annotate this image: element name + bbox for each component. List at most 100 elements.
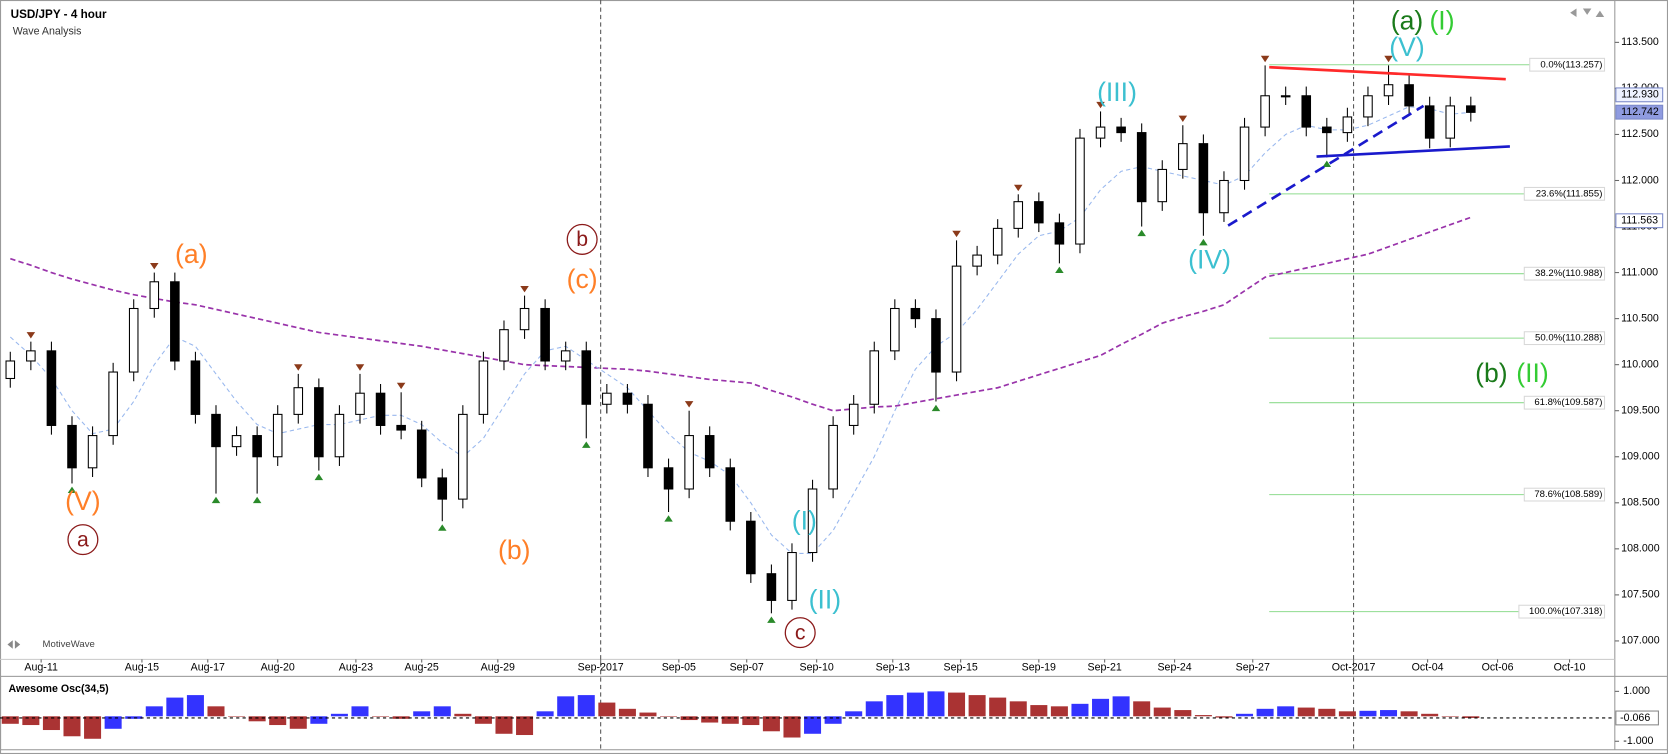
y-tick-label: 108.000	[1621, 543, 1660, 555]
osc-bar	[1071, 703, 1089, 717]
candle-body	[848, 403, 859, 426]
osc-bar	[433, 706, 451, 717]
fib-label: 78.6%(108.589)	[1534, 489, 1602, 500]
candle-body	[1219, 179, 1229, 214]
osc-bar	[228, 716, 246, 717]
osc-bar	[1133, 701, 1151, 717]
swing-high-marker	[1384, 55, 1393, 63]
candle-body	[663, 467, 674, 490]
osc-bar	[680, 716, 698, 721]
y-tick-label: 111.000	[1621, 266, 1658, 278]
osc-bar	[557, 696, 575, 717]
candle-body	[1280, 95, 1291, 98]
candle-body	[355, 392, 365, 415]
candle-body	[807, 488, 818, 554]
osc-bar	[413, 711, 431, 717]
y-tick-label: 110.500	[1621, 312, 1659, 324]
candle-body	[540, 307, 550, 362]
candle-body	[1301, 95, 1312, 128]
osc-bar	[63, 716, 81, 737]
osc-bar	[618, 708, 636, 717]
swing-low-marker	[931, 404, 941, 412]
fib-label-box	[1523, 331, 1606, 346]
swing-high-marker	[1014, 184, 1023, 192]
osc-bar	[742, 716, 760, 726]
osc-bar	[824, 716, 842, 724]
candle-body	[951, 265, 962, 373]
osc-current-label: -0.066	[1620, 712, 1650, 724]
osc-bar	[701, 716, 719, 723]
osc-bar	[948, 692, 966, 717]
candle-body	[1034, 201, 1044, 224]
price-tag-label: 112.930	[1621, 89, 1659, 101]
fib-label: 100.0%(107.318)	[1529, 606, 1602, 617]
osc-bar	[1297, 707, 1315, 717]
toolbar[interactable]	[1570, 8, 1605, 18]
osc-y-tick-label: -1.000	[1623, 735, 1653, 747]
wave-label: (a)	[175, 239, 207, 269]
candle-body	[499, 329, 509, 362]
osc-bar	[598, 702, 616, 717]
osc-bar	[186, 695, 204, 717]
candle-body	[1198, 143, 1209, 214]
y-tick-label: 108.500	[1621, 497, 1660, 509]
wave-label: c	[795, 620, 806, 644]
candle-body	[684, 435, 694, 490]
main-layer	[1, 65, 1480, 739]
osc-bar	[721, 716, 739, 724]
osc-bar	[762, 716, 780, 732]
osc-bar	[968, 695, 986, 717]
candle-body	[643, 403, 653, 469]
osc-bar	[516, 716, 534, 736]
candle-body	[519, 307, 530, 331]
osc-bar	[104, 716, 122, 729]
wave-label: (II)	[809, 585, 841, 615]
osc-bar	[207, 706, 225, 717]
osc-bar	[927, 691, 945, 717]
x-tick-label: Sep-21	[1088, 662, 1122, 674]
x-tick-label: Aug-20	[261, 662, 295, 674]
price-tag-label: 111.563	[1621, 215, 1658, 227]
osc-y-tick-label: 1.000	[1623, 685, 1650, 697]
osc-bar	[536, 711, 554, 717]
osc-bar	[269, 716, 287, 726]
candle-body	[602, 392, 612, 405]
osc-bar	[454, 713, 472, 717]
osc-bar	[865, 701, 883, 717]
osc-bar	[1236, 713, 1254, 717]
osc-bar	[166, 697, 184, 717]
x-tick-label: Aug-17	[191, 662, 225, 674]
y-tick-label: 112.500	[1621, 128, 1659, 140]
x-tick-label: Sep-05	[662, 662, 696, 674]
wave-circle	[784, 617, 816, 649]
swing-high-marker	[684, 401, 694, 408]
swing-low-marker	[664, 515, 673, 522]
candle-body	[931, 318, 941, 373]
osc-bar	[989, 697, 1007, 717]
fib-label: 50.0%(110.288)	[1535, 333, 1602, 344]
osc-bar	[1194, 715, 1212, 717]
osc-title: Awesome Osc(34,5)	[9, 683, 110, 695]
swing-low-marker	[582, 441, 591, 448]
candle-body	[1383, 84, 1394, 97]
osc-bar	[1441, 716, 1459, 717]
price-tag	[1615, 87, 1664, 103]
fib-label-box	[1523, 487, 1606, 502]
x-tick-label: Sep-13	[876, 662, 910, 674]
price-tag	[1615, 104, 1664, 120]
osc-bar	[1009, 701, 1027, 717]
candle-body	[252, 435, 262, 458]
osc-panel	[0, 675, 1668, 751]
y-tick-label: 109.000	[1621, 451, 1660, 463]
candle-body	[787, 551, 797, 601]
candle-body	[1095, 126, 1106, 139]
fib-label: 38.2%(110.988)	[1535, 268, 1602, 279]
wave-label: (b)	[498, 535, 530, 565]
candle-body	[231, 435, 242, 448]
candle-body	[272, 413, 283, 458]
osc-bar	[145, 706, 163, 717]
candle-body	[890, 307, 900, 352]
wave-label: (I)	[792, 505, 817, 535]
